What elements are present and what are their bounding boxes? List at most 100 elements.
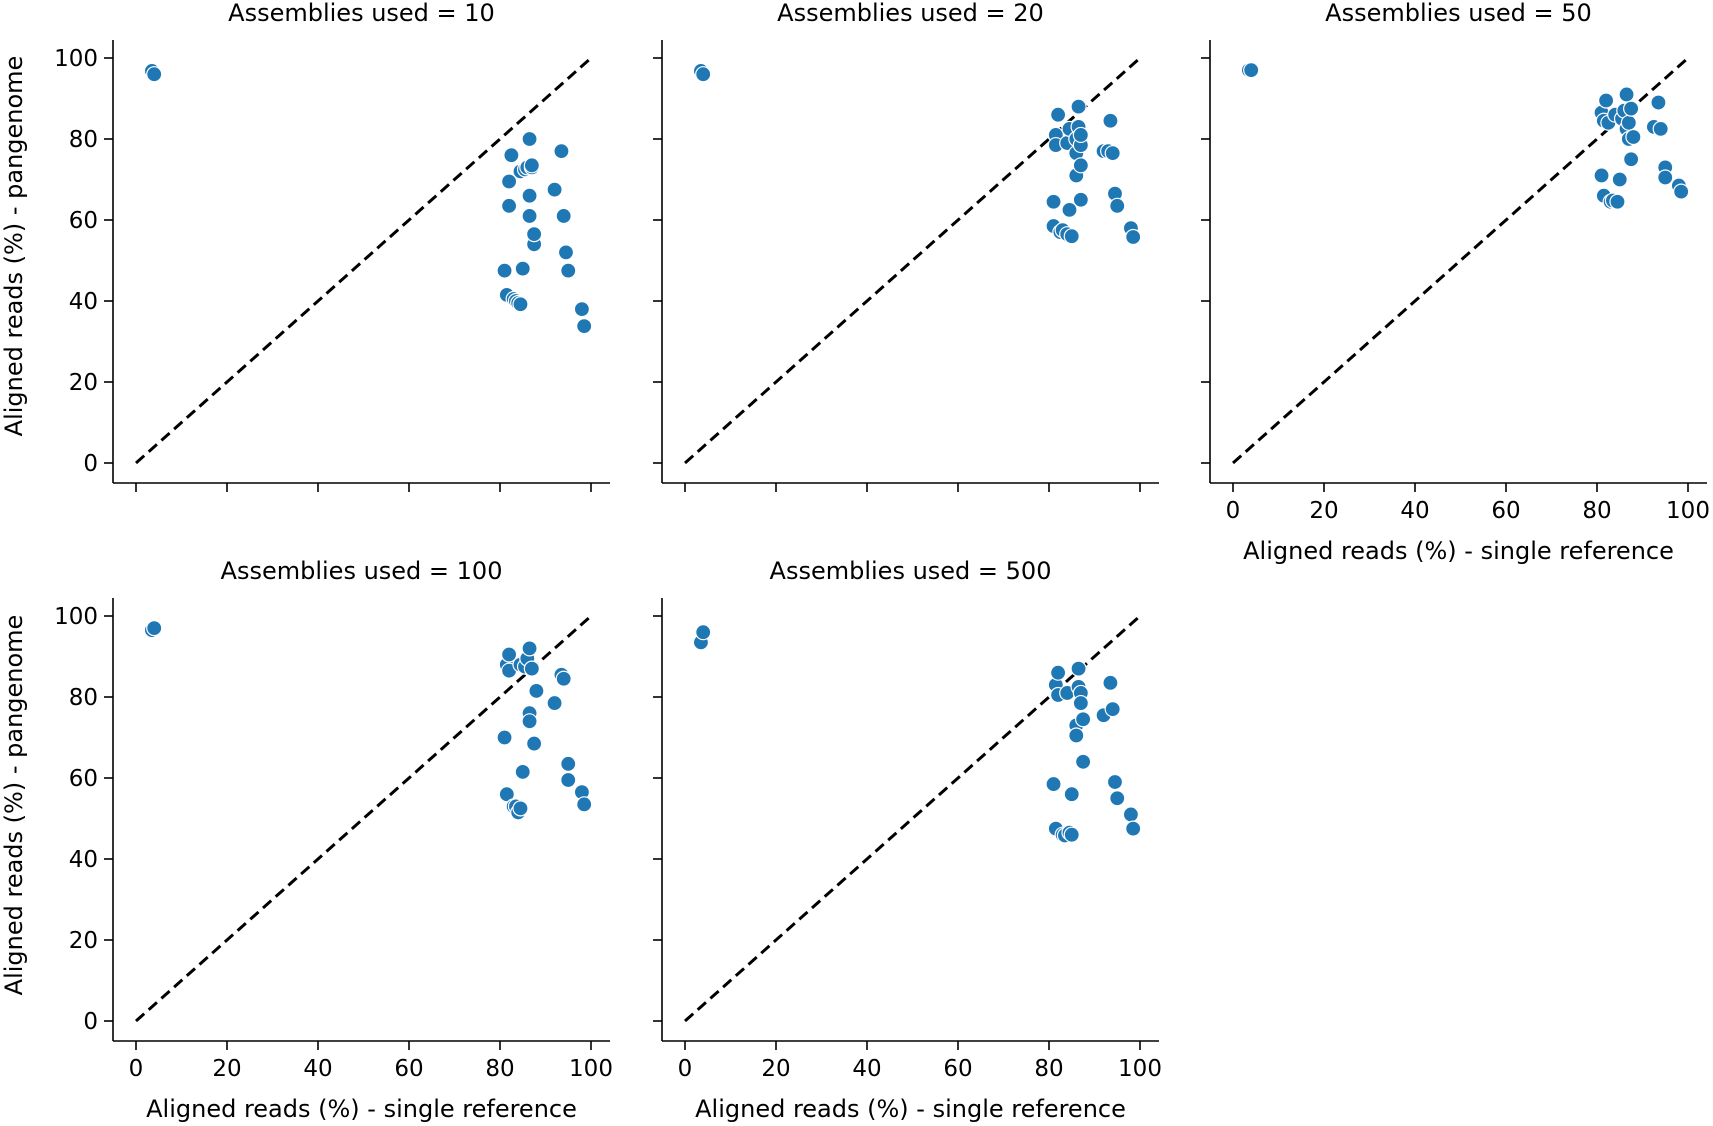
data-point (1620, 114, 1637, 131)
data-point (501, 646, 518, 663)
data-point (1625, 128, 1642, 146)
data-point (1122, 806, 1140, 823)
y-tick-label: 0 (83, 451, 98, 477)
x-tick-label: 80 (1582, 498, 1611, 524)
x-tick-label: 60 (394, 1056, 423, 1082)
scatter-panel: 0 20 40 60 80 100 0 20 40 60 80 100 Assemblies used … (0, 557, 613, 1123)
x-tick-label: 100 (569, 1056, 613, 1082)
data-point (1104, 701, 1121, 718)
x-tick-label: 80 (485, 1056, 514, 1082)
data-point (1049, 106, 1067, 123)
x-tick-label: 0 (129, 1056, 144, 1082)
data-point (1045, 775, 1062, 793)
x-axis-label: Aligned reads (%) - single reference (695, 1095, 1126, 1123)
y-tick-label: 20 (69, 928, 98, 954)
data-point (526, 226, 543, 243)
data-point (514, 763, 531, 781)
data-point (503, 147, 520, 164)
data-point (1623, 151, 1640, 168)
data-point (146, 620, 163, 637)
panel-title: Assemblies used = 500 (770, 557, 1052, 585)
data-point (1125, 820, 1142, 837)
data-point (1597, 92, 1615, 109)
data-point (576, 318, 593, 335)
panel-title: Assemblies used = 10 (228, 0, 495, 27)
y-tick-label: 80 (69, 127, 98, 153)
y-tick-label: 60 (69, 208, 98, 234)
data-point (526, 735, 543, 752)
data-point (1045, 193, 1062, 210)
data-point (1049, 664, 1067, 681)
data-point (521, 187, 538, 204)
scatter-panel: 0 20 40 60 80 100 Assemblies used = 50 Aligned … (1201, 0, 1710, 565)
data-point (555, 670, 572, 687)
data-point (1070, 98, 1087, 115)
data-point (1618, 86, 1635, 103)
data-point (1673, 183, 1690, 200)
panel-title: Assemblies used = 20 (777, 0, 1044, 27)
data-point (1068, 727, 1085, 744)
x-tick-label: 40 (303, 1056, 332, 1082)
data-point (1075, 711, 1092, 728)
data-point (695, 66, 712, 83)
x-tick-label: 20 (761, 1056, 790, 1082)
data-point (1609, 193, 1626, 210)
x-tick-label: 40 (1400, 498, 1429, 524)
data-point (1102, 674, 1119, 691)
data-point (560, 755, 577, 772)
data-point (523, 660, 540, 677)
data-point (1063, 826, 1080, 843)
x-tick-label: 20 (1309, 498, 1338, 524)
data-point (1109, 790, 1126, 807)
data-point (573, 301, 591, 318)
data-point (512, 800, 529, 817)
x-axis-label: Aligned reads (%) - single reference (146, 1095, 577, 1123)
data-point (1075, 753, 1092, 770)
data-point (1623, 100, 1640, 117)
data-point (521, 640, 538, 657)
data-point (576, 796, 593, 813)
data-point (523, 157, 540, 174)
data-point (1072, 694, 1089, 712)
scatter-panel: 0 20 40 60 80 100 Assemblies used = 500 Aligned… (653, 557, 1162, 1123)
x-tick-label: 40 (852, 1056, 881, 1082)
data-point (521, 207, 538, 225)
data-point (1657, 169, 1674, 186)
data-point (1652, 120, 1669, 137)
data-point (1102, 112, 1119, 129)
data-point (546, 181, 563, 198)
data-point (1593, 167, 1610, 184)
data-point (1072, 157, 1089, 174)
panel-title: Assemblies used = 50 (1325, 0, 1592, 27)
data-point (1072, 126, 1089, 144)
data-point (1650, 94, 1667, 111)
data-point (514, 260, 531, 277)
data-point (560, 771, 577, 789)
x-axis-label: Aligned reads (%) - single reference (1243, 537, 1674, 565)
data-point (496, 262, 513, 279)
data-point (146, 66, 163, 83)
y-tick-label: 40 (69, 847, 98, 873)
x-tick-label: 20 (212, 1056, 241, 1082)
x-tick-label: 0 (678, 1056, 693, 1082)
y-tick-label: 40 (69, 289, 98, 315)
data-point (501, 173, 518, 190)
y-tick-label: 80 (69, 685, 98, 711)
y-axis-label: Aligned reads (%) - pangenome (0, 56, 28, 437)
data-point (498, 786, 515, 803)
x-tick-label: 100 (1118, 1056, 1162, 1082)
data-point (1125, 228, 1142, 246)
data-point (528, 682, 545, 700)
data-point (512, 296, 529, 313)
data-point (1061, 201, 1078, 218)
data-point (546, 694, 563, 712)
data-point (1109, 197, 1126, 214)
panel-title: Assemblies used = 100 (221, 557, 503, 585)
data-point (553, 143, 570, 160)
y-tick-label: 20 (69, 370, 98, 396)
data-point (1063, 786, 1080, 803)
data-point (1106, 773, 1124, 791)
